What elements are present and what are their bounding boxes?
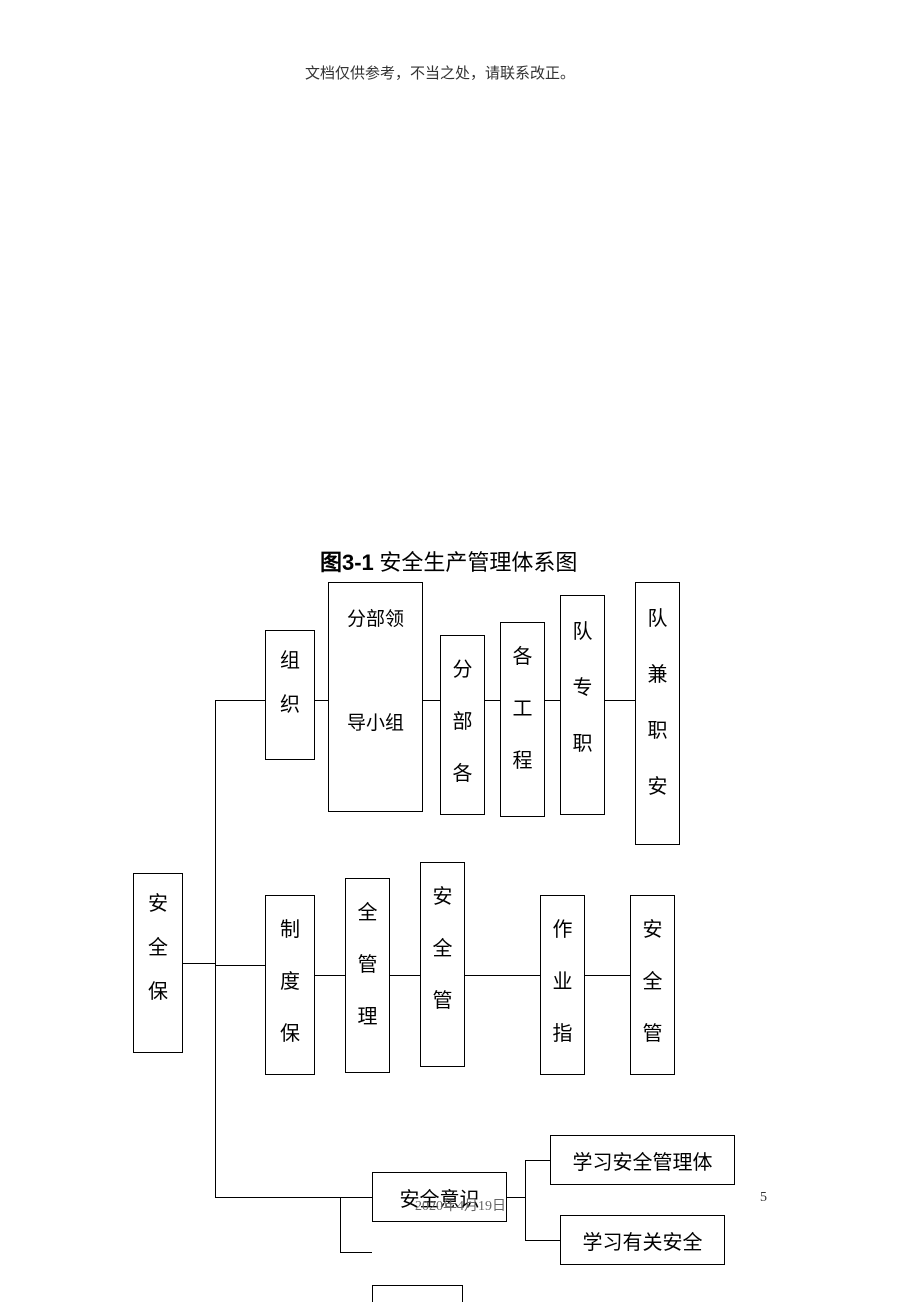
edge [507,1197,525,1198]
title-prefix: 图3-1 [320,550,374,575]
edge [525,1160,526,1240]
edge [525,1160,550,1161]
edge [462,1285,463,1302]
node-root-label: 安全保 [148,882,168,1014]
node-r1-org-label: 组织 [280,639,300,727]
node-r1-box5-label: 队专职 [573,604,593,772]
node-r2-sys: 制度保 [265,895,315,1075]
edge [545,700,560,701]
node-r2-box3: 安全管 [420,862,465,1067]
footer-date: 2020年4月19日 [415,1195,506,1215]
edge [215,965,265,966]
node-root: 安全保 [133,873,183,1053]
title-text: 安全生产管理体系图 [379,550,577,575]
node-r2-box5-label: 安全管 [643,904,663,1060]
node-r1-box4-label: 各工程 [513,631,533,787]
edge [372,1285,373,1302]
edge [215,1197,340,1198]
node-r1-box6: 队兼职安 [635,582,680,845]
header-note: 文档仅供参考，不当之处，请联系改正。 [305,62,575,83]
edge [423,700,440,701]
edge [390,975,420,976]
node-r1-box3: 分部各 [440,635,485,815]
edge [525,1240,560,1241]
node-r1-box3-label: 分部各 [453,644,473,800]
node-r2-box4-label: 作业指 [553,904,573,1060]
node-r2-sys-label: 制度保 [280,904,300,1060]
node-r1-box2-text: 分部领导小组：分部经 [347,609,404,812]
page-number: 5 [760,1190,767,1206]
edge [215,700,216,1197]
edge [315,700,328,701]
node-r3-study2: 学习有关安全 [560,1215,725,1265]
node-r2-box3-label: 安全管 [433,871,453,1027]
edge [585,975,630,976]
node-r3-study2-label: 学习有关安全 [583,1226,703,1255]
node-r1-box2: 分部领导小组：分部经 [328,582,423,812]
edge [215,700,265,701]
diagram-title: 图3-1 安全生产管理体系图 [320,545,577,577]
node-r3-study1-label: 学习安全管理体 [573,1146,713,1175]
edge [465,975,540,976]
edge [183,963,215,964]
node-r1-box4: 各工程 [500,622,545,817]
edge [372,1285,462,1286]
node-r2-box4: 作业指 [540,895,585,1075]
edge [340,1197,372,1198]
edge [605,700,635,701]
edge [340,1252,372,1253]
node-r2-box2-label: 全管理 [358,887,378,1043]
node-r1-org: 组织 [265,630,315,760]
node-r1-box2-label: 分部领导小组：分部经 [347,593,404,812]
node-r3-study1: 学习安全管理体 [550,1135,735,1185]
edge [485,700,500,701]
node-r2-box2: 全管理 [345,878,390,1073]
node-r1-box6-label: 队兼职安 [648,591,668,815]
edge [340,1197,341,1252]
edge [315,975,345,976]
node-r2-box5: 安全管 [630,895,675,1075]
node-r1-box5: 队专职 [560,595,605,815]
